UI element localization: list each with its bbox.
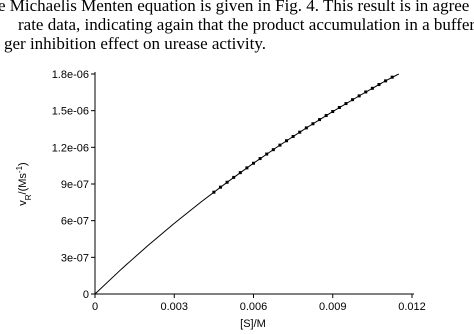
x-tick-label: 0.009 bbox=[319, 301, 347, 313]
x-axis-label: [S]/M bbox=[240, 318, 266, 330]
data-point bbox=[278, 143, 282, 147]
data-point bbox=[390, 75, 394, 79]
y-tick-label: 0 bbox=[83, 289, 89, 301]
y-tick-label: 3e-07 bbox=[61, 252, 89, 264]
x-tick-label: 0.006 bbox=[240, 301, 268, 313]
data-point bbox=[265, 152, 269, 156]
data-point bbox=[238, 171, 242, 175]
y-label-part: ) bbox=[17, 162, 29, 166]
data-point bbox=[212, 190, 216, 194]
data-point bbox=[271, 148, 275, 152]
y-label-sub: R bbox=[24, 194, 33, 200]
y-tick-label: 1.5e-06 bbox=[52, 106, 89, 118]
x-tick-label: 0.003 bbox=[160, 301, 188, 313]
y-label-part: v bbox=[17, 200, 29, 206]
y-tick-label: 1.8e-06 bbox=[52, 69, 89, 81]
data-point bbox=[298, 130, 302, 134]
data-point bbox=[357, 94, 361, 98]
text-line: rate data, indicating again that the pro… bbox=[18, 15, 474, 34]
data-point bbox=[285, 139, 289, 143]
data-point bbox=[291, 134, 295, 138]
data-point bbox=[311, 122, 315, 126]
y-label-sup: -1 bbox=[15, 165, 24, 173]
x-tick-label: 0.012 bbox=[398, 301, 426, 313]
data-point bbox=[318, 118, 322, 122]
data-point bbox=[218, 185, 222, 189]
data-point bbox=[258, 157, 262, 161]
data-point bbox=[370, 86, 374, 90]
y-label-part: /(Ms bbox=[17, 173, 29, 195]
y-axis-label: vR/(Ms-1) bbox=[15, 162, 33, 205]
data-point bbox=[304, 126, 308, 130]
y-tick-label: 6e-07 bbox=[61, 216, 89, 228]
y-tick-label: 1.2e-06 bbox=[52, 142, 89, 154]
data-point bbox=[331, 110, 335, 114]
text-line: ger inhibition effect on urease activity… bbox=[4, 34, 266, 53]
text-line: e Michaelis Menten equation is given in … bbox=[0, 0, 470, 15]
data-point bbox=[252, 161, 255, 165]
data-point bbox=[364, 90, 368, 94]
data-point bbox=[384, 79, 388, 83]
data-point bbox=[337, 105, 341, 109]
data-point bbox=[351, 98, 355, 102]
data-point bbox=[245, 166, 249, 170]
y-tick-label: 9e-07 bbox=[61, 179, 89, 191]
fit-curve bbox=[94, 73, 400, 295]
x-tick-label: 0 bbox=[92, 301, 98, 313]
data-point bbox=[377, 83, 381, 87]
data-point bbox=[232, 175, 236, 179]
data-point bbox=[344, 102, 348, 106]
data-point bbox=[324, 114, 328, 118]
data-point bbox=[225, 180, 229, 184]
